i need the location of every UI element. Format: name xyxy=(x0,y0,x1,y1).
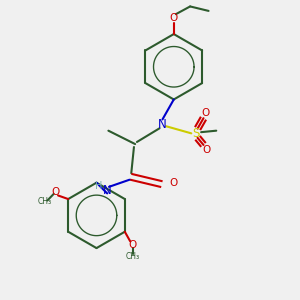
Text: CH₃: CH₃ xyxy=(126,252,140,261)
Text: N: N xyxy=(158,118,166,131)
Text: O: O xyxy=(52,187,60,196)
Text: O: O xyxy=(202,145,211,155)
Text: O: O xyxy=(129,240,137,250)
Text: O: O xyxy=(202,108,210,118)
Text: O: O xyxy=(169,178,177,188)
Text: S: S xyxy=(192,127,200,140)
Text: O: O xyxy=(170,13,178,23)
Text: CH₃: CH₃ xyxy=(37,196,52,206)
Text: N: N xyxy=(103,184,111,196)
Text: H: H xyxy=(95,181,103,191)
